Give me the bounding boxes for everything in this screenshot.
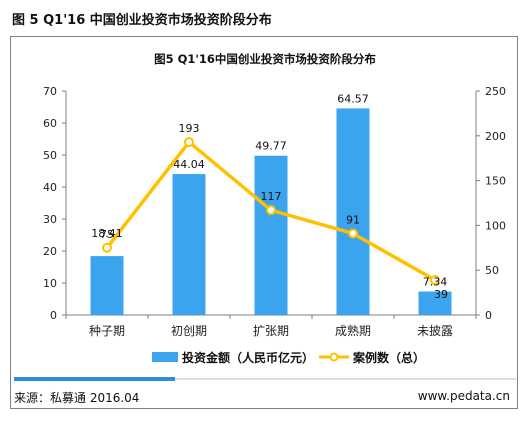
y-left-tick-label: 10	[43, 277, 57, 290]
y-right-tick-label: 200	[485, 130, 506, 143]
bar-data-label: 18.41	[91, 227, 123, 240]
x-tick-label: 扩张期	[253, 324, 289, 338]
line-data-label: 75	[100, 228, 114, 241]
y-right-tick-label: 100	[485, 219, 506, 232]
line-data-label: 193	[179, 122, 200, 135]
bar-data-label: 64.57	[337, 92, 369, 105]
x-tick-label: 成熟期	[335, 323, 371, 338]
bar	[172, 174, 206, 315]
y-right-tick-label: 0	[485, 309, 492, 322]
line-point	[102, 242, 112, 253]
y-left-tick-label: 40	[43, 181, 57, 194]
y-left-tick-label: 0	[50, 309, 57, 322]
legend-swatch-bar	[152, 352, 178, 362]
y-left-tick-label: 50	[43, 149, 57, 162]
bar	[90, 256, 124, 315]
line-point	[348, 228, 358, 239]
line-data-label: 117	[261, 190, 282, 203]
legend-label-bar: 投资金额（人民币亿元）	[182, 350, 314, 365]
line-data-label: 39	[434, 288, 448, 301]
page-title: 图 5 Q1'16 中国创业投资市场投资阶段分布	[12, 13, 272, 28]
website-link: www.pedata.cn	[417, 389, 510, 403]
bar	[254, 155, 288, 315]
legend-label-line: 案例数（总）	[352, 350, 425, 365]
bar-data-label: 7.34	[423, 276, 448, 289]
y-left-tick-label: 70	[43, 85, 57, 98]
line-point	[430, 275, 440, 286]
line-point	[266, 205, 276, 216]
chart-title: 图5 Q1'16中国创业投资市场投资阶段分布	[154, 52, 376, 66]
accent-bar	[14, 377, 175, 381]
source-note: 来源：私募通 2016.04	[14, 391, 140, 405]
bar-data-label: 49.77	[255, 140, 287, 153]
x-tick-label: 未披露	[417, 324, 453, 338]
x-tick-label: 种子期	[89, 324, 125, 338]
y-right-tick-label: 50	[485, 264, 499, 277]
legend-swatch-marker	[329, 352, 339, 362]
x-tick-label: 初创期	[171, 324, 207, 338]
y-left-tick-label: 30	[43, 213, 57, 226]
bar-data-label: 44.04	[173, 158, 205, 171]
bar	[418, 291, 452, 315]
y-left-tick-label: 20	[43, 245, 57, 258]
y-right-tick-label: 150	[485, 175, 506, 188]
y-left-tick-label: 60	[43, 117, 57, 130]
y-right-tick-label: 250	[485, 85, 506, 98]
line-data-label: 91	[346, 213, 360, 226]
line-point	[184, 137, 194, 148]
bar	[336, 108, 370, 315]
chart-frame	[10, 36, 518, 409]
